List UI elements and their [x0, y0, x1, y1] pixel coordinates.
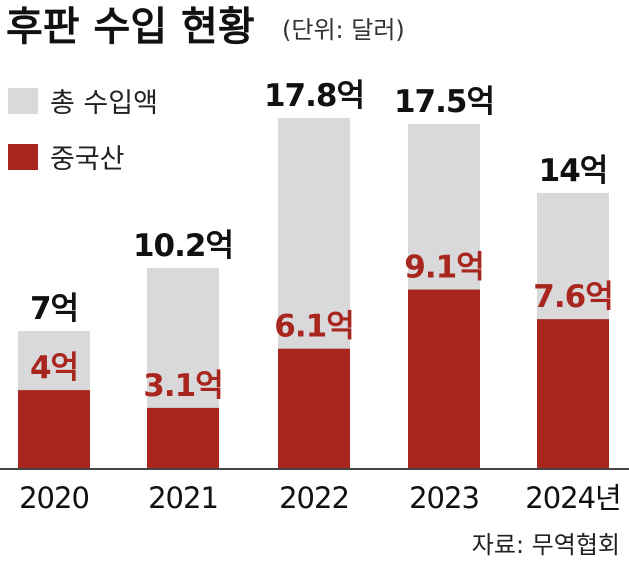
legend-label-china: 중국산 [50, 144, 125, 175]
x-tick-label-4: 2024년 [525, 481, 620, 515]
bars-group: 7억 4억 10.2억 3.1억 17.8억 6.1억 17.5억 9.1억 14억 7.6억 [18, 78, 614, 469]
bar-china-4 [537, 319, 609, 469]
x-tick-label-2: 2022 [279, 481, 349, 515]
x-tick-label-1: 2021 [148, 481, 218, 515]
data-label-total-1: 10.2억 [133, 228, 233, 264]
legend-swatch-total [8, 88, 38, 114]
data-label-total-2: 17.8억 [264, 78, 364, 114]
data-label-china-2: 6.1억 [274, 309, 353, 345]
data-label-total-3: 17.5억 [394, 84, 494, 120]
x-tick-label-3: 2023 [409, 481, 479, 515]
source-note: 자료: 무역협회 [472, 531, 620, 559]
data-label-china-0: 4억 [30, 350, 78, 386]
data-label-total-4: 14억 [539, 153, 608, 189]
x-axis-ticks: 2020 2021 2022 2023 2024년 [19, 481, 622, 515]
chart-title: 후판 수입 현황 [6, 4, 255, 50]
bar-china-3 [408, 289, 480, 469]
data-label-total-0: 7억 [30, 291, 78, 327]
bar-china-0 [18, 390, 90, 469]
legend-swatch-china [8, 144, 38, 170]
x-tick-label-0: 2020 [19, 481, 89, 515]
data-label-china-3: 9.1억 [404, 250, 483, 286]
data-label-china-1: 3.1억 [143, 368, 222, 404]
bar-china-1 [147, 407, 219, 469]
bar-china-2 [278, 348, 350, 469]
legend-label-total: 총 수입액 [50, 88, 158, 119]
unit-label: (단위: 달러) [282, 16, 405, 44]
data-label-china-4: 7.6억 [533, 279, 612, 315]
